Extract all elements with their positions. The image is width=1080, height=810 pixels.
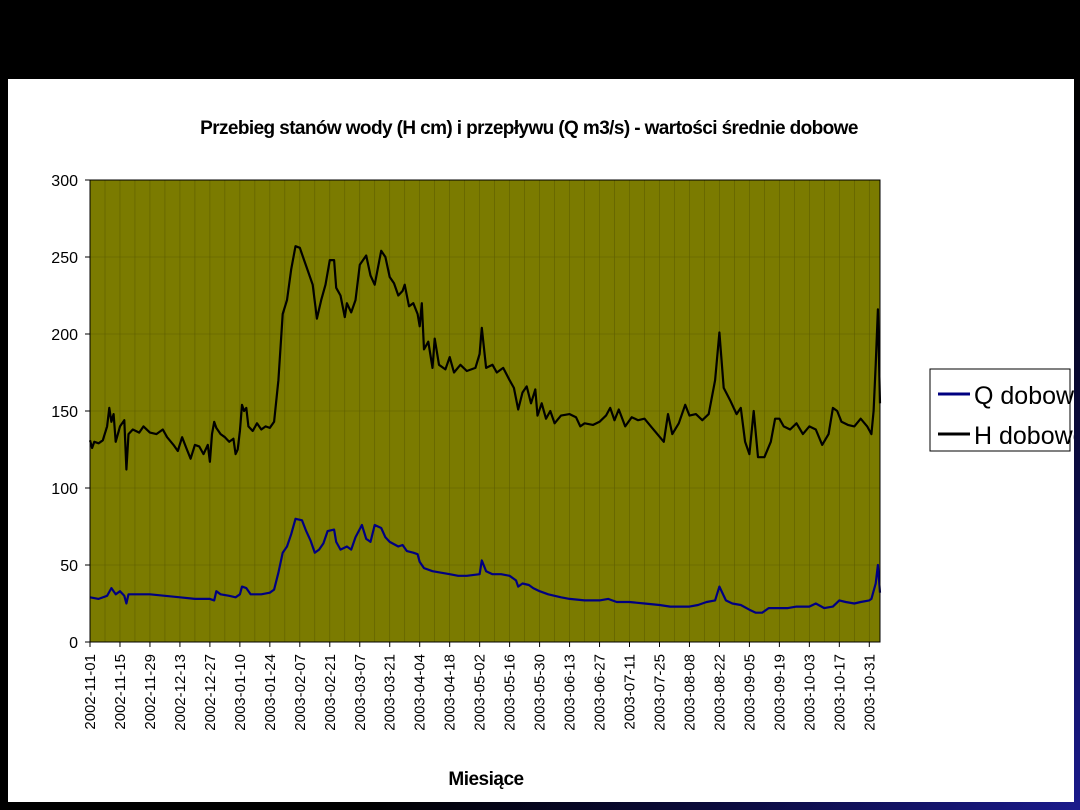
series-lines xyxy=(88,245,882,614)
y-tick-label: 50 xyxy=(60,558,78,575)
x-tick-label: 2003-09-05 xyxy=(741,654,758,731)
y-tick-label: 300 xyxy=(51,173,78,190)
series-line-q-dobowe xyxy=(89,517,882,614)
y-axis-ticks: 0 50 100 150 200 250 300 xyxy=(51,173,90,652)
x-tick-label: 2003-09-19 xyxy=(771,654,788,731)
x-tick-label: 2003-08-08 xyxy=(681,654,698,731)
x-tick-label: 2003-06-27 xyxy=(592,654,609,731)
x-tick-label: 2002-11-15 xyxy=(112,654,129,730)
x-tick-label: 2002-12-13 xyxy=(172,654,189,731)
x-tick-label: 2002-11-01 xyxy=(82,654,99,730)
y-tick-label: 0 xyxy=(69,635,78,652)
series-line-h-dobowe xyxy=(88,245,882,471)
slide-panel: Przebieg stanów wody (H cm) i przepływu … xyxy=(8,79,1074,802)
x-tick-label: 2002-12-27 xyxy=(202,654,219,731)
legend-label: H dobowe xyxy=(974,422,1074,450)
x-tick-label: 2003-05-30 xyxy=(532,654,549,731)
x-tick-label: 2003-05-16 xyxy=(502,654,519,731)
x-tick-label: 2003-01-24 xyxy=(262,654,279,731)
x-tick-label: 2003-05-02 xyxy=(472,654,489,731)
x-tick-label: 2003-04-04 xyxy=(412,654,429,731)
legend: Q dobowe H dobowe xyxy=(929,368,1074,452)
x-tick-label: 2003-10-31 xyxy=(861,654,878,731)
y-tick-label: 150 xyxy=(51,404,78,421)
y-tick-label: 250 xyxy=(51,250,78,267)
y-tick-label: 100 xyxy=(51,481,78,498)
legend-label: Q dobowe xyxy=(974,382,1074,410)
x-tick-label: 2003-01-10 xyxy=(232,654,249,731)
x-tick-label: 2003-02-21 xyxy=(322,654,339,731)
y-tick-label: 200 xyxy=(51,327,78,344)
x-tick-label: 2003-06-13 xyxy=(562,654,579,731)
x-tick-label: 2003-10-17 xyxy=(831,654,848,731)
x-tick-label: 2003-10-03 xyxy=(801,654,818,731)
x-tick-label: 2003-07-25 xyxy=(651,654,668,731)
chart-title: Przebieg stanów wody (H cm) i przepływu … xyxy=(200,118,858,139)
x-tick-label: 2002-11-29 xyxy=(142,654,159,730)
x-tick-label: 2003-07-11 xyxy=(622,654,639,730)
x-tick-label: 2003-02-07 xyxy=(292,654,309,731)
line-chart: Przebieg stanów wody (H cm) i przepływu … xyxy=(51,118,1074,790)
x-tick-label: 2003-04-18 xyxy=(442,654,459,731)
x-tick-label: 2003-03-21 xyxy=(382,654,399,731)
x-tick-label: 2003-03-07 xyxy=(352,654,369,731)
legend-box xyxy=(929,368,1071,452)
x-axis-label: Miesiące xyxy=(448,769,523,790)
x-axis-ticks: 2002-11-01 2002-11-15 2002-11-29 2002-12-13… xyxy=(82,642,878,731)
x-tick-label: 2003-08-22 xyxy=(711,654,728,731)
